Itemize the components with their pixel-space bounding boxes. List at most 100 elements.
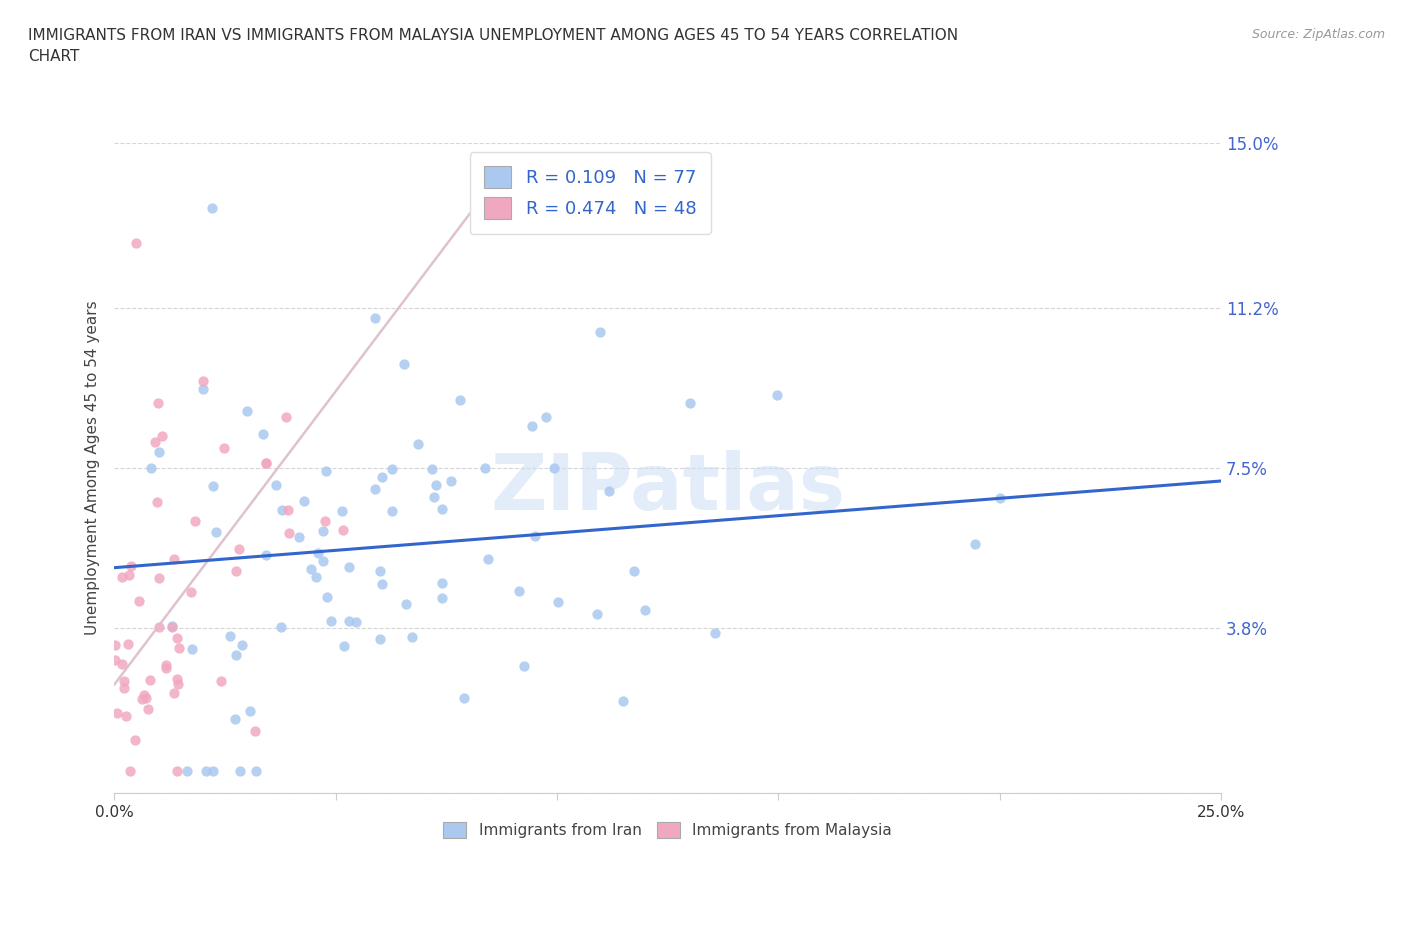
Point (115, 709, 138, 724)
Point (508, 584, 530, 599)
Point (449, 392, 471, 407)
Point (270, 619, 292, 634)
Point (225, 647, 247, 662)
Point (245, 764, 267, 778)
Point (319, 614, 342, 629)
Point (534, 409, 557, 424)
Point (209, 673, 232, 688)
Point (176, 764, 198, 778)
Point (111, 570, 134, 585)
Point (316, 589, 339, 604)
Point (299, 562, 322, 577)
Point (254, 456, 277, 471)
Point (315, 464, 337, 479)
Point (219, 629, 242, 644)
Point (124, 733, 146, 748)
Point (243, 724, 266, 738)
Point (120, 558, 142, 573)
Point (371, 577, 394, 591)
Point (114, 674, 136, 689)
Point (146, 494, 169, 509)
Point (111, 657, 134, 671)
Point (117, 567, 139, 582)
Point (163, 551, 186, 566)
Point (312, 553, 335, 568)
Point (589, 325, 612, 339)
Point (598, 484, 620, 498)
Point (155, 658, 177, 673)
Point (332, 503, 354, 518)
Point (585, 606, 607, 621)
Point (117, 637, 139, 652)
Point (148, 619, 170, 634)
Point (277, 526, 299, 541)
Point (148, 395, 170, 410)
Point (236, 404, 259, 418)
Point (239, 703, 262, 718)
Point (264, 477, 287, 492)
Point (332, 522, 354, 537)
Text: Source: ZipAtlas.com: Source: ZipAtlas.com (1251, 28, 1385, 41)
Point (453, 690, 475, 705)
Point (180, 585, 202, 600)
Text: IMMIGRANTS FROM IRAN VS IMMIGRANTS FROM MALAYSIA UNEMPLOYMENT AMONG AGES 45 TO 5: IMMIGRANTS FROM IRAN VS IMMIGRANTS FROM … (28, 28, 959, 64)
Point (231, 638, 253, 653)
Point (963, 537, 986, 551)
Point (160, 620, 183, 635)
Point (125, 235, 148, 250)
Point (623, 564, 645, 578)
Point (225, 564, 247, 578)
Point (114, 681, 136, 696)
Point (277, 502, 299, 517)
Point (105, 706, 128, 721)
Point (333, 639, 356, 654)
Point (364, 482, 387, 497)
Point (368, 632, 391, 647)
Point (200, 201, 222, 216)
Point (135, 691, 157, 706)
Point (184, 513, 207, 528)
Point (432, 576, 454, 591)
Point (229, 764, 252, 778)
Text: ZIPatlas: ZIPatlas (491, 449, 845, 525)
Point (704, 625, 727, 640)
Point (370, 564, 392, 578)
Point (139, 460, 162, 475)
Point (344, 614, 367, 629)
Point (401, 630, 423, 644)
Point (364, 311, 387, 325)
Point (150, 428, 173, 443)
Point (148, 571, 170, 586)
Point (166, 671, 188, 686)
Point (513, 658, 536, 673)
Point (224, 712, 246, 727)
Point (547, 594, 569, 609)
Point (162, 619, 184, 634)
Point (139, 673, 162, 688)
Point (104, 638, 127, 653)
Point (440, 474, 463, 489)
Point (201, 478, 224, 493)
Point (634, 602, 657, 617)
Point (180, 642, 202, 657)
Legend: Immigrants from Iran, Immigrants from Malaysia: Immigrants from Iran, Immigrants from Ma… (437, 816, 898, 844)
Point (131, 692, 153, 707)
Point (104, 652, 127, 667)
Point (163, 686, 186, 701)
Point (395, 597, 418, 612)
Point (337, 560, 360, 575)
Point (252, 427, 274, 442)
Point (432, 591, 454, 605)
Point (148, 445, 170, 459)
Point (166, 631, 188, 645)
Point (307, 546, 329, 561)
Point (543, 460, 565, 475)
Point (612, 694, 634, 709)
Point (155, 661, 177, 676)
Point (143, 434, 166, 449)
Point (132, 687, 155, 702)
Point (420, 461, 443, 476)
Point (314, 513, 336, 528)
Point (371, 470, 394, 485)
Point (477, 551, 499, 566)
